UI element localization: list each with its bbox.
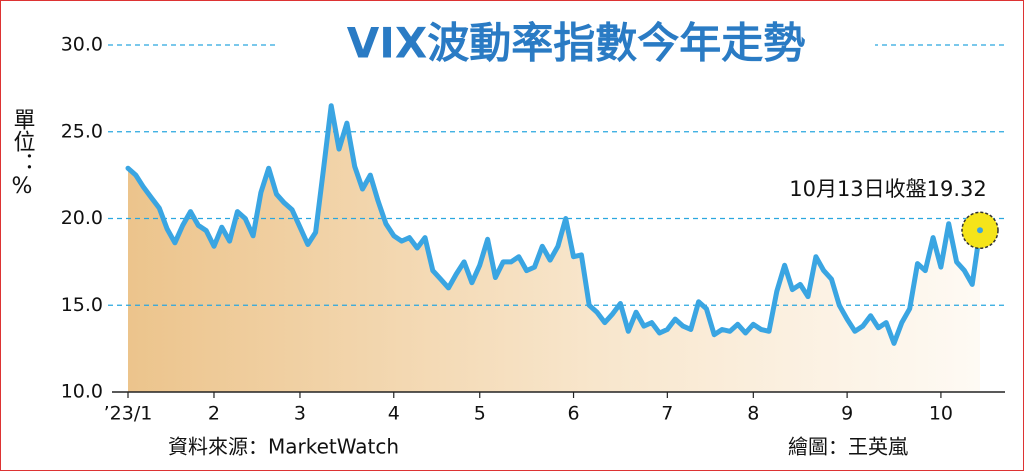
line xyxy=(125,103,983,346)
y-tick-label: 10.0 xyxy=(61,381,103,403)
x-tick-label: 5 xyxy=(474,403,486,425)
credit: 繪圖：王英嵐 xyxy=(788,435,908,459)
x-tick-label: 8 xyxy=(747,403,759,425)
x-tick-label: 10 xyxy=(929,403,953,425)
last-point xyxy=(977,227,983,234)
x-tick-label: 3 xyxy=(294,403,306,425)
x-tick-label: 4 xyxy=(388,403,400,425)
title-bg xyxy=(275,18,875,74)
x-tick-label: 6 xyxy=(567,403,579,425)
chart-title: VIX波動率指數今年走勢 xyxy=(347,19,806,68)
area xyxy=(128,105,980,392)
y-tick-label: 15.0 xyxy=(61,294,103,316)
y-tick-label: 30.0 xyxy=(61,34,103,56)
x-tick-label: ’23/1 xyxy=(104,403,153,425)
x-tick-label: 2 xyxy=(208,403,220,425)
y-tick-label: 25.0 xyxy=(61,120,103,142)
annotation: 10月13日收盤19.32 xyxy=(789,177,987,201)
x-tick-label: 9 xyxy=(841,403,853,425)
source: 資料來源：MarketWatch xyxy=(168,435,399,459)
x-tick-label: 7 xyxy=(661,403,673,425)
y-label: 單位：% xyxy=(10,108,36,199)
y-tick-label: 20.0 xyxy=(61,207,103,229)
